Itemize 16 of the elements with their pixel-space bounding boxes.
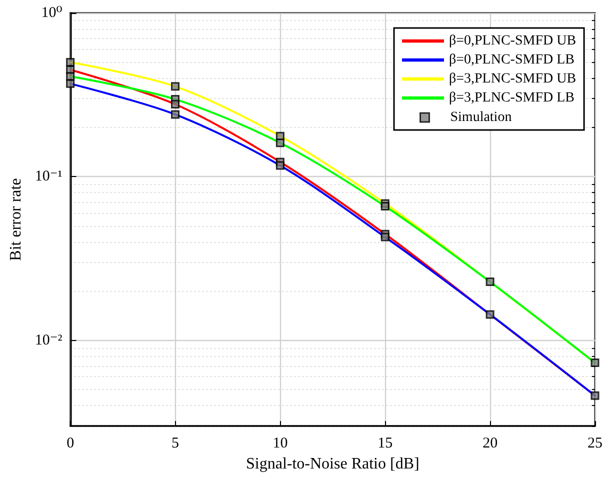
x-axis-title: Signal-to-Noise Ratio [dB] (246, 455, 420, 472)
legend-label: β=0,PLNC-SMFD LB (449, 52, 574, 68)
legend-label: β=0,PLNC-SMFD UB (449, 34, 576, 48)
x-tick-label: 0 (66, 436, 74, 452)
legend-label: β=3,PLNC-SMFD UB (449, 72, 576, 86)
x-tick-label: 5 (172, 436, 179, 452)
x-tick-label: 20 (482, 436, 498, 452)
y-tick-label: 10⁻¹ (34, 168, 62, 185)
legend-label: β=3,PLNC-SMFD LB (449, 90, 574, 106)
y-tick-label: 10⁰ (41, 5, 62, 21)
x-tick-label: 10 (272, 436, 288, 452)
y-axis-title: Bit error rate (8, 178, 24, 261)
y-tick-label: 10⁻² (34, 332, 63, 348)
legend-label: Simulation (450, 110, 512, 125)
x-tick-label: 25 (588, 436, 602, 452)
x-tick-label: 15 (378, 436, 393, 452)
